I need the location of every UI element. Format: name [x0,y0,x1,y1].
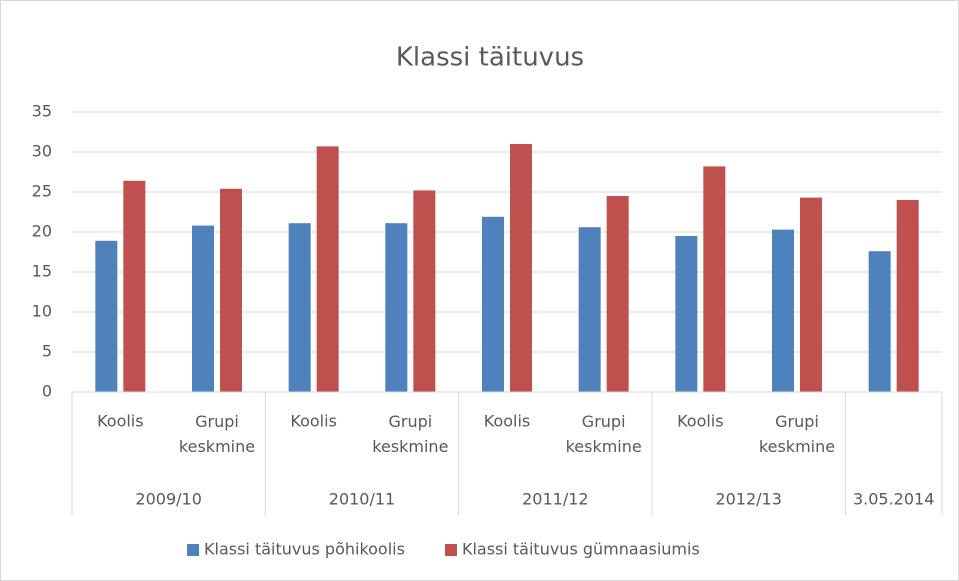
y-tick-label: 5 [42,342,52,361]
bar [413,190,436,392]
bar [675,236,698,392]
y-tick-label: 35 [32,102,52,121]
bar [220,188,242,392]
group-label: 3.05.2014 [853,490,934,509]
x-tick-label: Grupi keskmine [566,412,642,456]
bar [385,223,408,392]
chart-title: Klassi täituvus [396,43,584,73]
y-tick-label: 25 [32,182,52,201]
y-tick-label: 0 [42,382,52,401]
bar [192,225,214,392]
group-label: 2011/12 [522,490,588,509]
x-tick-label: Koolis [97,412,144,431]
legend-swatch [444,544,457,556]
bar [482,216,504,392]
legend-label: Klassi täituvus gümnaasiumis [462,540,700,559]
bar [772,229,794,392]
bar [606,196,629,392]
y-tick-label: 20 [32,222,52,241]
x-tick-label: Grupi keskmine [179,412,255,456]
x-tick-label: Koolis [484,412,531,431]
bar [123,180,146,392]
legend-swatch [187,544,199,556]
bar [316,146,339,392]
bar [703,166,726,392]
bar [578,227,601,392]
y-tick-label: 10 [32,302,52,321]
y-tick-label: 30 [32,142,52,161]
bar [868,251,891,392]
group-label: 2012/13 [715,490,781,509]
group-label: 2009/10 [135,490,201,509]
bar [288,223,311,392]
bar [510,144,532,392]
x-tick-label: Koolis [290,412,337,431]
bar [800,197,822,392]
bar [95,240,118,392]
bar [896,200,919,392]
x-tick-label: Grupi keskmine [372,412,448,456]
group-label: 2010/11 [329,490,395,509]
x-tick-label: Grupi keskmine [759,412,835,456]
x-tick-label: Koolis [677,412,724,431]
legend-label: Klassi täituvus põhikoolis [204,540,405,559]
y-tick-label: 15 [32,262,52,281]
